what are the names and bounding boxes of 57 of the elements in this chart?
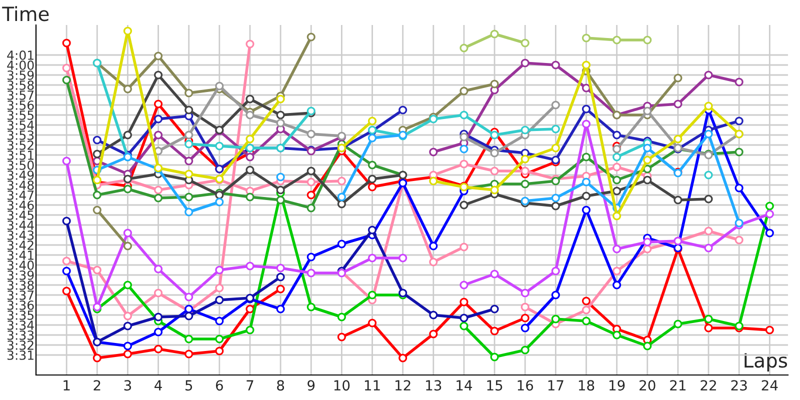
y-tick-label: 3:33	[7, 330, 34, 340]
y-tick-label: 4:00	[7, 60, 34, 70]
x-tick-label: 9	[308, 380, 315, 391]
y-tick-label: 3:59	[7, 70, 34, 80]
y-tick-label: 3:34	[7, 320, 34, 330]
y-tick-label: 3:39	[7, 270, 34, 280]
y-tick-label: 3:56	[7, 100, 34, 110]
y-tick-label: 3:41	[7, 250, 34, 260]
x-axis-title: Laps	[744, 353, 788, 372]
y-tick-label: 3:57	[7, 90, 34, 100]
x-tick-label: 16	[518, 380, 534, 391]
y-tick-label: 3:43	[7, 230, 34, 240]
y-tick-label: 3:40	[7, 260, 34, 270]
x-tick-label: 10	[334, 380, 350, 391]
y-tick-label: 3:45	[7, 210, 34, 220]
y-tick-label: 3:32	[7, 340, 34, 350]
x-tick-label: 12	[396, 380, 410, 390]
x-tick-label: 15	[487, 380, 502, 391]
x-tick-label: 8	[277, 380, 284, 391]
y-tick-label: 3:47	[7, 190, 34, 200]
x-tick-label: 19	[610, 380, 625, 391]
y-tick-label: 3:31	[7, 350, 34, 360]
x-tick-label: 20	[640, 380, 656, 391]
x-tick-label: 3	[124, 380, 132, 391]
x-tick-label: 24	[762, 380, 778, 390]
x-tick-label: 23	[731, 380, 747, 391]
y-tick-label: 3:58	[7, 80, 34, 90]
y-tick-label: 3:48	[7, 180, 34, 190]
x-tick-label: 5	[186, 380, 192, 391]
x-tick-label: 4	[154, 380, 162, 390]
x-tick-label: 1	[64, 380, 70, 390]
y-tick-label: 3:42	[7, 240, 34, 250]
x-tick-label: 7	[246, 380, 254, 390]
y-tick-label: 4:01	[7, 50, 34, 60]
y-tick-label: 3:46	[7, 200, 34, 210]
x-tick-label: 6	[216, 380, 223, 391]
y-axis-title: Time	[2, 6, 49, 22]
y-tick-label: 3:55	[7, 110, 34, 120]
y-tick-label: 3:49	[7, 170, 34, 180]
x-tick-label: 21	[670, 380, 686, 390]
y-tick-label: 3:44	[7, 220, 34, 230]
y-tick-label: 3:54	[7, 120, 34, 130]
y-tick-label: 3:50	[7, 160, 34, 170]
x-tick-label: 2	[94, 380, 100, 390]
y-tick-label: 3:38	[7, 280, 34, 290]
y-tick-label: 3:36	[7, 300, 34, 310]
x-tick-label: 22	[700, 380, 716, 390]
y-tick-label: 3:51	[7, 150, 34, 160]
y-tick-label: 3:37	[7, 290, 34, 300]
x-tick-label: 13	[426, 380, 442, 391]
y-tick-label: 3:52	[7, 140, 34, 150]
x-tick-label: 11	[364, 380, 380, 390]
x-tick-label: 14	[456, 380, 472, 390]
y-tick-label: 3:35	[7, 310, 34, 320]
y-tick-label: 3:53	[7, 130, 34, 140]
x-tick-label: 18	[578, 380, 594, 391]
x-tick-label: 17	[548, 380, 564, 390]
